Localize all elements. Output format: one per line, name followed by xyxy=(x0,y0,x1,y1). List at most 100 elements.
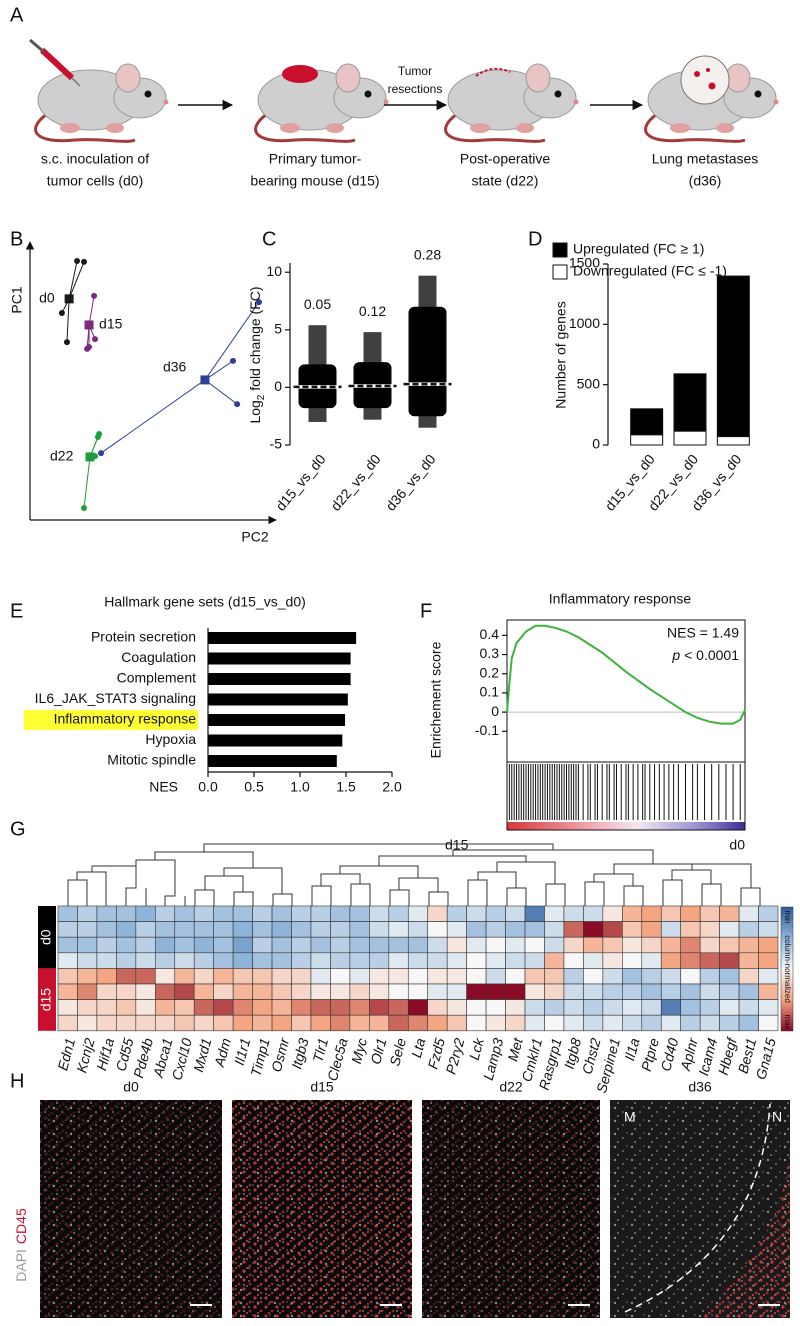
heat-cell xyxy=(291,936,312,954)
step-caption: tumor cells (d0) xyxy=(47,173,143,189)
sample-point xyxy=(92,336,99,343)
colorbar-label: min xyxy=(783,911,792,924)
heat-cell xyxy=(252,905,273,922)
heat-cell xyxy=(466,1014,487,1032)
colorbar-label: column-normalized xyxy=(783,935,792,1003)
heat-cell xyxy=(641,905,662,922)
heat-cell xyxy=(563,905,584,922)
heat-cell xyxy=(660,999,682,1016)
mouse-icon xyxy=(444,62,580,143)
category-label: Protein secretion xyxy=(91,629,196,645)
sample-point xyxy=(84,345,91,352)
heat-cell xyxy=(563,936,584,954)
heat-cell xyxy=(57,936,78,954)
heat-cell xyxy=(660,905,682,922)
heat-cell xyxy=(505,921,526,938)
label-part: p xyxy=(671,647,680,663)
heat-cell xyxy=(446,905,467,922)
heat-cell xyxy=(388,983,409,1000)
y-tick-label: 0 xyxy=(274,378,282,394)
heat-cell xyxy=(524,999,545,1016)
heat-cell xyxy=(563,1014,584,1032)
gene-label: Il1a xyxy=(621,1036,642,1062)
heat-cell xyxy=(466,968,487,985)
heat-cell xyxy=(193,905,214,922)
heat-cell xyxy=(96,1014,117,1032)
heat-cell xyxy=(641,983,662,1000)
heat-cell xyxy=(310,1014,331,1032)
stain-label: DAPI CD45 xyxy=(13,1208,29,1282)
heat-cell xyxy=(116,905,137,922)
heat-cell xyxy=(57,921,78,938)
centroid xyxy=(85,452,95,462)
heat-cell xyxy=(622,905,643,922)
heat-cell xyxy=(524,952,545,969)
heat-cell xyxy=(602,1014,623,1032)
heat-cell xyxy=(310,905,331,922)
heat-cell xyxy=(505,905,526,922)
heat-cell xyxy=(719,968,740,985)
heat-cell xyxy=(544,921,565,938)
heat-cell xyxy=(427,968,448,985)
heat-cell xyxy=(699,983,720,1000)
heat-cell xyxy=(758,936,779,954)
gene-label: Met xyxy=(504,1035,526,1063)
heat-cell xyxy=(622,921,643,938)
step-caption: Primary tumor- xyxy=(269,151,362,167)
colorbar-label: max xyxy=(783,1014,792,1029)
heat-cell xyxy=(57,968,78,985)
y-tick-label: -0.1 xyxy=(475,722,499,738)
heat-cell xyxy=(310,936,331,954)
heat-cell xyxy=(174,936,195,954)
panel-label: G xyxy=(10,818,26,840)
heat-cell xyxy=(446,999,467,1016)
value-label: 0.28 xyxy=(414,246,441,262)
heat-cell xyxy=(427,905,448,922)
bar-segment xyxy=(716,275,750,438)
category-label: Complement xyxy=(117,670,196,686)
heat-cell xyxy=(407,1014,429,1032)
region-label: N xyxy=(772,1109,782,1125)
annotation: p < 0.0001 xyxy=(671,647,739,663)
heat-cell xyxy=(252,921,273,938)
heat-cell xyxy=(291,1014,312,1032)
heat-cell xyxy=(174,1014,195,1032)
heat-cell xyxy=(738,936,759,954)
y-axis-label: PC1 xyxy=(9,286,25,313)
heat-cell xyxy=(213,1014,234,1032)
heat-cell xyxy=(193,936,214,954)
heat-cell xyxy=(388,905,409,922)
heat-cell xyxy=(544,936,565,954)
connector xyxy=(204,301,260,381)
heat-cell xyxy=(57,1014,78,1032)
y-tick-label: 1500 xyxy=(569,255,600,271)
panel-label: F xyxy=(420,600,432,622)
panel-label: A xyxy=(10,4,24,26)
heat-cell xyxy=(154,936,176,954)
series-label: d15 xyxy=(99,316,123,332)
heat-cell xyxy=(699,921,720,938)
x-tick-label: 1.5 xyxy=(336,779,356,795)
heat-cell xyxy=(524,905,545,922)
heat-cell xyxy=(485,952,506,969)
connector xyxy=(68,260,78,299)
heat-cell xyxy=(758,999,779,1016)
heat-cell xyxy=(96,921,117,938)
bar xyxy=(208,693,348,706)
category-label: Coagulation xyxy=(121,649,196,665)
heat-cell xyxy=(583,952,604,969)
heat-cell xyxy=(505,999,526,1016)
heat-cell xyxy=(135,983,156,1000)
heat-cell xyxy=(310,952,331,969)
heat-cell xyxy=(252,999,273,1016)
heat-cell xyxy=(622,1014,643,1032)
heat-cell xyxy=(388,952,409,969)
value-label: 0.12 xyxy=(359,303,386,319)
heat-cell xyxy=(174,968,195,985)
heat-cell xyxy=(466,999,487,1016)
heat-cell xyxy=(349,968,370,985)
heat-cell xyxy=(330,952,351,969)
heat-cell xyxy=(563,952,584,969)
heat-cell xyxy=(758,905,779,922)
suture-icon xyxy=(475,67,511,77)
